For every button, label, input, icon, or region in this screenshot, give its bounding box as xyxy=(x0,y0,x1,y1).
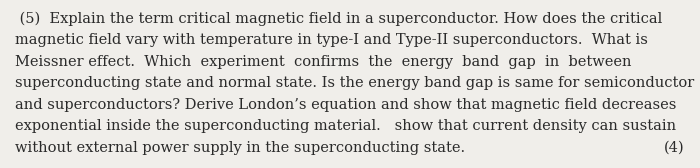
Text: and superconductors? Derive London’s equation and show that magnetic field decre: and superconductors? Derive London’s equ… xyxy=(15,98,677,112)
Text: magnetic field vary with temperature in type-I and Type-II superconductors.  Wha: magnetic field vary with temperature in … xyxy=(15,33,648,47)
Text: Meissner effect.  Which  experiment  confirms  the  energy  band  gap  in  betwe: Meissner effect. Which experiment confir… xyxy=(15,55,632,69)
Text: superconducting state and normal state. Is the energy band gap is same for semic: superconducting state and normal state. … xyxy=(15,76,694,90)
Text: (4): (4) xyxy=(664,141,685,155)
Text: exponential inside the superconducting material.   show that current density can: exponential inside the superconducting m… xyxy=(15,119,676,133)
Text: (5)  Explain the term critical magnetic field in a superconductor. How does the : (5) Explain the term critical magnetic f… xyxy=(15,12,663,26)
Text: without external power supply in the superconducting state.: without external power supply in the sup… xyxy=(15,141,466,155)
